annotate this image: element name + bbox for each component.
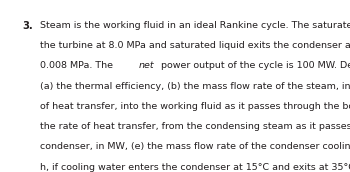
Text: net: net — [138, 61, 154, 70]
Text: the rate of heat transfer, from the condensing steam as it passes through the: the rate of heat transfer, from the cond… — [40, 122, 350, 131]
Text: condenser, in MW, (e) the mass flow rate of the condenser cooling water, in kg/: condenser, in MW, (e) the mass flow rate… — [40, 142, 350, 151]
Text: 0.008 MPa. The: 0.008 MPa. The — [40, 61, 116, 70]
Text: Steam is the working fluid in an ideal Rankine cycle. The saturated vapor enters: Steam is the working fluid in an ideal R… — [40, 21, 350, 30]
Text: h, if cooling water enters the condenser at 15°C and exits at 35°C.: h, if cooling water enters the condenser… — [40, 163, 350, 172]
Text: of heat transfer, into the working fluid as it passes through the boiler, in MW,: of heat transfer, into the working fluid… — [40, 102, 350, 111]
Text: 3.: 3. — [23, 21, 34, 31]
Text: (a) the thermal efficiency, (b) the mass flow rate of the steam, in kg/h, (c) th: (a) the thermal efficiency, (b) the mass… — [40, 82, 350, 90]
Text: power output of the cycle is 100 MW. Determine for the cycle: power output of the cycle is 100 MW. Det… — [159, 61, 350, 70]
Text: the turbine at 8.0 MPa and saturated liquid exits the condenser at a pressure of: the turbine at 8.0 MPa and saturated liq… — [40, 41, 350, 50]
